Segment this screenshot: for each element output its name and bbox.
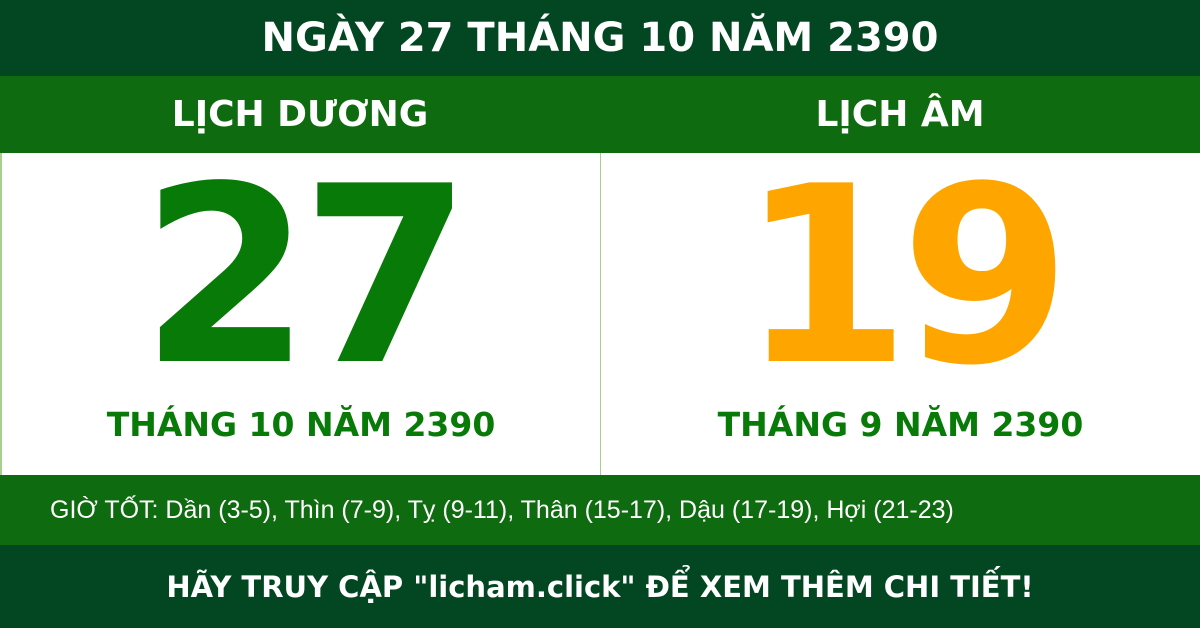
lunar-month-year: THÁNG 9 NĂM 2390 <box>717 405 1084 444</box>
calendar-headers: LỊCH DƯƠNG LỊCH ÂM <box>0 76 1200 153</box>
solar-calendar-label: LỊCH DƯƠNG <box>171 93 429 135</box>
good-hours: GIỜ TỐT: Dần (3-5), Thìn (7-9), Tỵ (9-11… <box>0 475 1200 545</box>
page-title: NGÀY 27 THÁNG 10 NĂM 2390 <box>0 0 1200 76</box>
calendar-body: 27 THÁNG 10 NĂM 2390 19 THÁNG 9 NĂM 2390 <box>0 153 1200 475</box>
footer-cta: HÃY TRUY CẬP "licham.click" ĐỂ XEM THÊM … <box>0 545 1200 628</box>
solar-day: 27 <box>140 134 472 419</box>
solar-column: 27 THÁNG 10 NĂM 2390 <box>2 153 601 475</box>
lunar-column: 19 THÁNG 9 NĂM 2390 <box>601 153 1200 475</box>
lunar-calendar-label: LỊCH ÂM <box>815 93 985 135</box>
solar-month-year: THÁNG 10 NĂM 2390 <box>106 405 496 444</box>
lunar-day: 19 <box>740 134 1071 419</box>
